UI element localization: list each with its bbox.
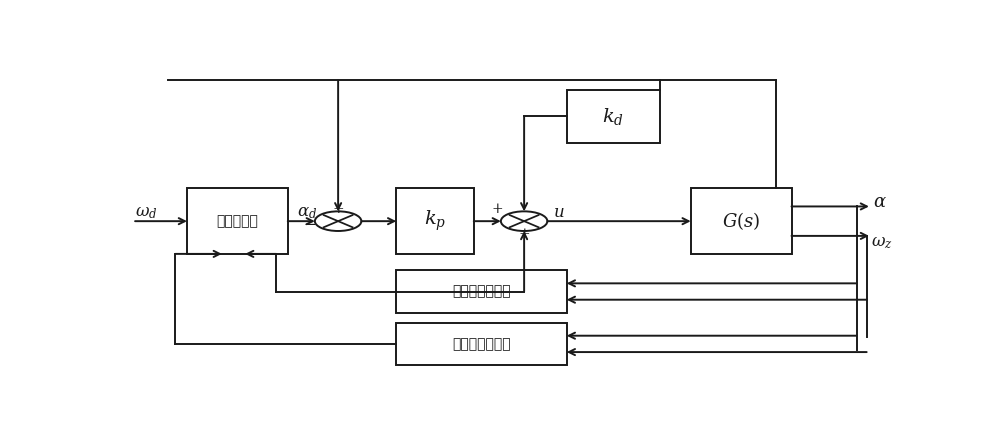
- Text: $\alpha$: $\alpha$: [873, 193, 887, 210]
- Text: $\alpha_d$: $\alpha_d$: [297, 204, 317, 221]
- Text: 指令生成器: 指令生成器: [216, 214, 258, 228]
- Circle shape: [501, 211, 547, 231]
- Text: 第二状态观测器: 第二状态观测器: [452, 337, 511, 351]
- Text: $\omega_z$: $\omega_z$: [871, 234, 893, 251]
- Bar: [396, 270, 567, 313]
- Bar: [396, 188, 474, 254]
- Bar: [691, 188, 792, 254]
- Text: $k_p$: $k_p$: [424, 209, 446, 233]
- Bar: [187, 188, 288, 254]
- Text: +: +: [491, 202, 503, 216]
- Circle shape: [315, 211, 361, 231]
- Text: $\omega_d$: $\omega_d$: [135, 204, 158, 221]
- Text: +: +: [518, 227, 530, 241]
- Text: u: u: [554, 204, 564, 221]
- Text: +: +: [332, 202, 344, 216]
- Text: $k_d$: $k_d$: [602, 106, 624, 127]
- Text: $G(s)$: $G(s)$: [722, 210, 760, 232]
- Bar: [396, 323, 567, 365]
- Text: 第一状态观测器: 第一状态观测器: [452, 284, 511, 298]
- Bar: [567, 90, 660, 143]
- Text: −: −: [303, 218, 316, 232]
